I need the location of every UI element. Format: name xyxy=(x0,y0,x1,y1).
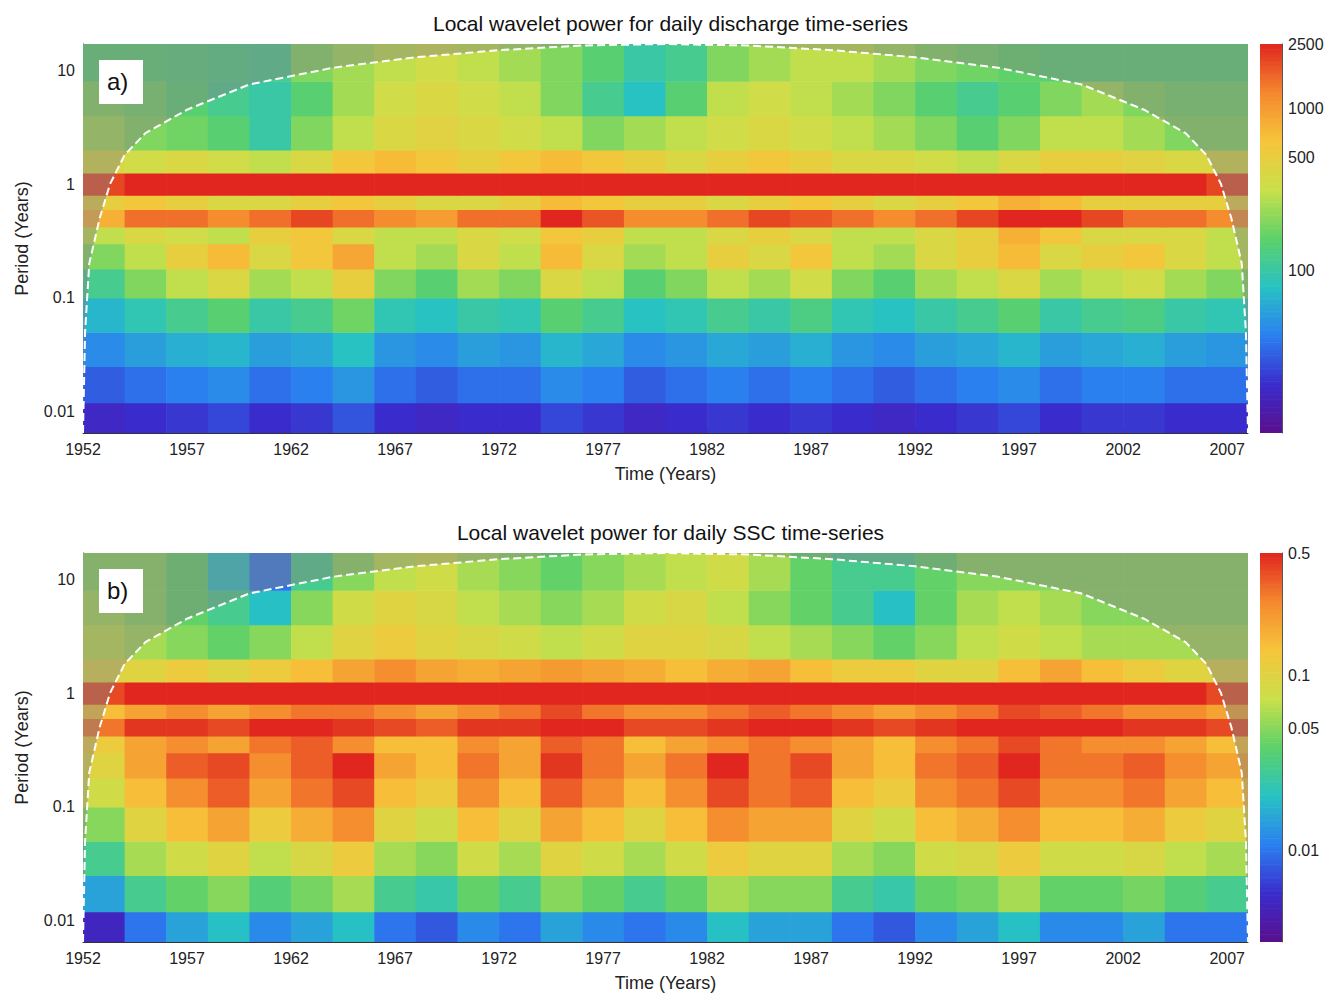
svg-text:0.1: 0.1 xyxy=(1288,667,1310,684)
svg-text:2002: 2002 xyxy=(1105,950,1141,967)
svg-text:0.01: 0.01 xyxy=(44,403,75,420)
svg-text:1962: 1962 xyxy=(273,441,309,458)
svg-text:1967: 1967 xyxy=(377,441,413,458)
svg-text:1987: 1987 xyxy=(793,950,829,967)
svg-text:0.1: 0.1 xyxy=(53,798,75,815)
svg-text:1957: 1957 xyxy=(169,441,205,458)
svg-text:1962: 1962 xyxy=(273,950,309,967)
svg-text:Time (Years): Time (Years) xyxy=(615,464,717,484)
svg-text:Period (Years): Period (Years) xyxy=(12,181,32,295)
svg-text:b): b) xyxy=(107,577,128,604)
svg-text:2500: 2500 xyxy=(1288,36,1324,53)
svg-text:1957: 1957 xyxy=(169,950,205,967)
svg-text:2007: 2007 xyxy=(1209,441,1245,458)
svg-text:0.01: 0.01 xyxy=(44,912,75,929)
svg-text:1997: 1997 xyxy=(1001,441,1037,458)
svg-text:1: 1 xyxy=(66,176,75,193)
svg-text:1967: 1967 xyxy=(377,950,413,967)
svg-text:0.01: 0.01 xyxy=(1288,842,1319,859)
svg-text:1977: 1977 xyxy=(585,950,621,967)
svg-text:1977: 1977 xyxy=(585,441,621,458)
svg-text:1992: 1992 xyxy=(897,441,933,458)
svg-text:500: 500 xyxy=(1288,149,1315,166)
svg-text:1972: 1972 xyxy=(481,441,517,458)
svg-text:Time (Years): Time (Years) xyxy=(615,973,717,993)
svg-text:0.05: 0.05 xyxy=(1288,720,1319,737)
svg-text:0.5: 0.5 xyxy=(1288,545,1310,562)
svg-text:1: 1 xyxy=(66,685,75,702)
svg-text:Period (Years): Period (Years) xyxy=(12,690,32,804)
svg-text:1982: 1982 xyxy=(689,950,725,967)
svg-text:100: 100 xyxy=(1288,262,1315,279)
svg-text:a): a) xyxy=(107,68,128,95)
svg-text:2007: 2007 xyxy=(1209,950,1245,967)
svg-text:1000: 1000 xyxy=(1288,100,1324,117)
svg-text:1982: 1982 xyxy=(689,441,725,458)
svg-text:1997: 1997 xyxy=(1001,950,1037,967)
svg-text:1952: 1952 xyxy=(65,950,101,967)
svg-text:1987: 1987 xyxy=(793,441,829,458)
svg-text:10: 10 xyxy=(57,62,75,79)
svg-text:Local wavelet power for daily: Local wavelet power for daily SSC time-s… xyxy=(457,521,884,544)
svg-text:0.1: 0.1 xyxy=(53,289,75,306)
svg-text:10: 10 xyxy=(57,571,75,588)
svg-text:1952: 1952 xyxy=(65,441,101,458)
svg-text:1972: 1972 xyxy=(481,950,517,967)
svg-text:1992: 1992 xyxy=(897,950,933,967)
svg-text:Local wavelet power for daily: Local wavelet power for daily discharge … xyxy=(433,12,908,35)
svg-text:2002: 2002 xyxy=(1105,441,1141,458)
